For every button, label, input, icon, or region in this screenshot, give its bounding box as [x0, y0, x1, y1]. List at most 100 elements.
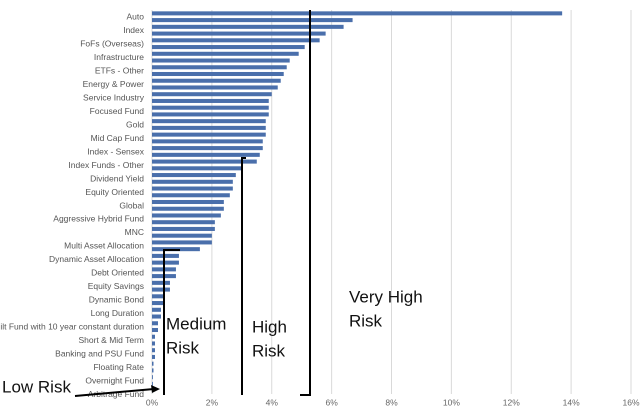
- bar: [152, 327, 158, 333]
- bar: [152, 253, 179, 258]
- y-tick-label: Index: [123, 25, 145, 35]
- bar: [152, 173, 236, 178]
- bar: [152, 159, 257, 164]
- bar: [152, 51, 299, 56]
- bar: [152, 92, 272, 97]
- y-tick-label: Index - Sensex: [87, 146, 144, 156]
- bar: [152, 354, 155, 359]
- bar: [152, 85, 278, 90]
- bar: [152, 112, 269, 117]
- bar: [152, 38, 320, 43]
- bar: [152, 348, 155, 353]
- bar: [152, 78, 281, 83]
- bar: [152, 98, 269, 103]
- bar: [152, 226, 215, 231]
- bar: [152, 11, 563, 16]
- x-tick-label: 4%: [266, 397, 279, 407]
- y-tick-label: Gilt Fund with 10 year constant duration: [0, 322, 144, 332]
- y-tick-label: Overnight Fund: [85, 375, 144, 385]
- risk-label: Medium: [166, 314, 226, 333]
- bar: [152, 166, 242, 171]
- y-tick-label: Long Duration: [91, 308, 145, 318]
- bar: [152, 199, 224, 205]
- y-tick-label: ETFs - Other: [95, 66, 144, 76]
- bar: [152, 24, 344, 29]
- y-tick-label: Debt Oriented: [91, 268, 144, 278]
- y-tick-label: Multi Asset Allocation: [64, 241, 144, 251]
- grid-layer: 0% 2% 4% 6% 8% 10% 12% 14% 16%: [146, 10, 640, 407]
- bar: [152, 314, 161, 319]
- y-tick-label: Equity Savings: [88, 281, 144, 291]
- bar: [152, 375, 153, 380]
- y-tick-label: Banking and PSU Fund: [55, 348, 144, 358]
- bar: [152, 132, 266, 137]
- y-tick-label: Aggressive Hybrid Fund: [53, 214, 144, 224]
- bar: [152, 206, 224, 211]
- low-risk-arrow: [74, 388, 155, 397]
- bar: [152, 71, 284, 77]
- x-tick-label: 8%: [385, 397, 398, 407]
- risk-label: High: [252, 317, 287, 336]
- x-tick-label: 0%: [146, 397, 159, 407]
- y-tick-label: Index Funds - Other: [68, 160, 144, 170]
- y-tick-label: Mid Cap Fund: [91, 133, 145, 143]
- bar: [152, 368, 154, 373]
- bar-layer: Auto Index FoFs (Overseas) Infrastructure ET…: [0, 11, 563, 399]
- x-tick-label: 12%: [503, 397, 520, 407]
- bar: [152, 179, 233, 184]
- y-tick-label: Arbitrage Fund: [88, 389, 144, 399]
- bar: [152, 341, 155, 346]
- bar: [152, 139, 263, 144]
- bar: [152, 193, 230, 198]
- bar: [152, 334, 155, 339]
- x-tick-label: 6%: [325, 397, 338, 407]
- bar: [152, 65, 287, 70]
- bar: [152, 240, 212, 245]
- y-tick-label: Energy & Power: [83, 79, 145, 89]
- y-tick-label: Dividend Yield: [90, 173, 144, 183]
- risk-label: Risk: [166, 338, 200, 357]
- y-tick-label: Gold: [126, 119, 144, 129]
- y-tick-label: Short & Mid Term: [78, 335, 144, 345]
- y-tick-label: Equity Oriented: [85, 187, 144, 197]
- divider-medium: [163, 249, 180, 395]
- bar: [152, 260, 179, 265]
- x-tick-label: 2%: [206, 397, 219, 407]
- x-tick-label: 16%: [622, 397, 639, 407]
- bar: [152, 213, 221, 218]
- bar: [152, 45, 305, 50]
- bar: [152, 301, 164, 306]
- arrow-head: [151, 385, 160, 393]
- risk-label: Risk: [349, 311, 383, 330]
- bar: [152, 287, 170, 292]
- y-tick-label: Floating Rate: [93, 362, 144, 372]
- y-tick-label: MNC: [125, 227, 144, 237]
- y-tick-label: Global: [119, 200, 144, 210]
- risk-label: Low Risk: [2, 377, 71, 396]
- divider-high: [241, 157, 246, 395]
- bar: [152, 31, 326, 36]
- bar: [152, 18, 353, 23]
- x-tick-label: 14%: [563, 397, 580, 407]
- bar: [152, 381, 153, 386]
- bar: [152, 125, 266, 130]
- bar: [152, 58, 290, 63]
- y-tick-label: Dynamic Asset Allocation: [49, 254, 144, 264]
- bar: [152, 307, 161, 312]
- divider-very-high: [300, 10, 311, 396]
- annotation-layer: Low Risk Medium Risk High Risk Very High Risk: [2, 287, 423, 396]
- bar: [152, 220, 215, 225]
- y-tick-label: Focused Fund: [90, 106, 145, 116]
- y-tick-label: Auto: [127, 12, 145, 22]
- y-tick-label: Dynamic Bond: [89, 295, 145, 305]
- bar: [152, 233, 212, 238]
- y-tick-label: FoFs (Overseas): [80, 39, 144, 49]
- bar: [152, 280, 170, 285]
- bar: [152, 361, 154, 366]
- bar: [152, 105, 269, 110]
- bar: [152, 146, 263, 151]
- x-tick-label: 10%: [443, 397, 460, 407]
- bar: [152, 294, 164, 299]
